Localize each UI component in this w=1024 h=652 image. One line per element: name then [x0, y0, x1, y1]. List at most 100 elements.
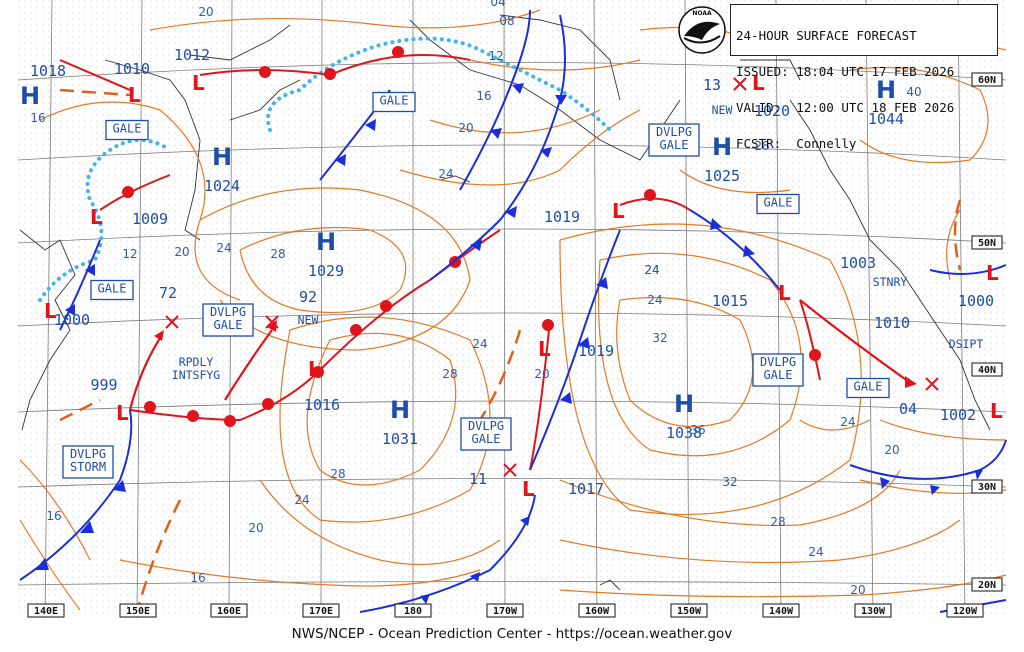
high-symbol: H — [316, 228, 336, 256]
isobar-value: 20 — [850, 583, 865, 597]
longitude-label: 160W — [578, 603, 616, 618]
cold-front-barbs — [35, 83, 983, 604]
isobar-value: 16 — [46, 509, 61, 523]
longitude-label-text: 150E — [126, 606, 150, 617]
longitude-label: 140E — [27, 603, 65, 618]
text-note: NEW — [298, 313, 319, 327]
label-box — [752, 353, 804, 387]
svg-text:L: L — [612, 199, 625, 223]
credit-line: NWS/NCEP - Ocean Prediction Center - htt… — [291, 626, 733, 642]
longitude-label: 170E — [302, 603, 340, 618]
boxed-label-text: GALE — [854, 380, 883, 394]
latitude-label-text: 60N — [978, 75, 996, 86]
svg-text:L: L — [192, 71, 205, 95]
label-box — [846, 377, 890, 399]
isobar-value: 24 — [840, 415, 855, 429]
latitude-label: 30N — [971, 479, 1003, 494]
pressure-label: 1017 — [568, 480, 604, 498]
longitude-label: 150W — [670, 603, 708, 618]
isobar-value: 24 — [647, 293, 662, 307]
boxed-label: GALE — [846, 377, 890, 399]
boxed-label-text: GALE — [113, 122, 142, 136]
pressure-label: 92 — [299, 288, 317, 306]
label-box — [202, 303, 254, 337]
isobar-value: 16 — [190, 571, 205, 585]
pressure-label: 999 — [90, 376, 117, 394]
cross-markers — [165, 77, 939, 477]
pressure-label: 1002 — [940, 406, 976, 424]
svg-text:L: L — [538, 337, 551, 361]
isobar-value: 04 — [490, 0, 505, 9]
high-pressure: 1038 — [666, 424, 702, 442]
storm-tracks — [128, 299, 913, 411]
text-note: NEW — [712, 103, 733, 117]
high-pressure: 1029 — [308, 262, 344, 280]
isobar-value-labels: 20 08 04 12 16 16 20 24 24 28 28 24 24 28 32 36 32 28 24 20… — [30, 0, 921, 597]
label-box — [648, 123, 700, 157]
pressure-label: 1016 — [304, 396, 340, 414]
longitude-label: 130W — [854, 603, 892, 618]
boxed-annotations: GALE GALE GALE GALE GALE DVLPG GALE DVLPG STORM D… — [62, 91, 890, 479]
pressure-labels: 1010 1012 1009 1000 999 1016 1019 1019 1017 1015 1… — [54, 46, 994, 498]
boxed-label: DVLPG GALE — [648, 123, 700, 157]
isobar-value: 20 — [534, 367, 549, 381]
coastlines — [19, 14, 991, 591]
longitude-label-text: 160W — [585, 606, 610, 617]
boxed-label: DVLPG STORM — [62, 445, 114, 479]
high-symbol: H — [674, 390, 694, 418]
high-center: H 1018 — [20, 62, 66, 110]
noaa-bird-icon — [684, 21, 720, 40]
isobar-value: 24 — [472, 337, 487, 351]
pressure-label: 1019 — [578, 342, 614, 360]
pressure-label: 1019 — [544, 208, 580, 226]
isobar-value: 28 — [330, 467, 345, 481]
header-issued: ISSUED: 18:04 UTC 17 FEB 2026 — [736, 64, 955, 79]
header-title: 24-HOUR SURFACE FORECAST — [736, 28, 917, 43]
forecast-header: 24-HOUR SURFACE FORECAST ISSUED: 18:04 U… — [730, 4, 998, 150]
text-notes: RPDLY INTSFYG NEW NEW STNRY DSIPT — [172, 103, 984, 382]
noaa-logo: NOAA — [678, 6, 726, 54]
svg-text:L: L — [990, 399, 1003, 423]
header-forecaster: FCSTR: Connelly — [736, 136, 857, 151]
boxed-label-text: GALE — [98, 282, 127, 296]
isobar-value: 32 — [652, 331, 667, 345]
label-box — [105, 119, 149, 141]
svg-text:L: L — [522, 477, 535, 501]
isobar-value: 16 — [476, 89, 491, 103]
pressure-label: 11 — [469, 470, 487, 488]
high-pressure: 1024 — [204, 177, 240, 195]
isobar-value: 20 — [174, 245, 189, 259]
boxed-label-text: DVLPG GALE — [468, 419, 504, 446]
isobar-value: 28 — [754, 139, 769, 153]
map-dot-background — [18, 0, 1006, 618]
boxed-label: DVLPG GALE — [752, 353, 804, 387]
high-pressure: 1018 — [30, 62, 66, 80]
label-box — [90, 279, 134, 301]
pressure-label: 1010 — [114, 60, 150, 78]
pressure-label: 1009 — [132, 210, 168, 228]
isobar-value: 24 — [216, 241, 231, 255]
isobar-value: 20 — [248, 521, 263, 535]
high-symbol: H — [390, 396, 410, 424]
text-note: RPDLY INTSFYG — [172, 355, 221, 382]
longitude-label-text: 160E — [217, 606, 241, 617]
svg-text:L: L — [116, 401, 129, 425]
latitude-label-text: 50N — [978, 238, 996, 249]
boxed-label: DVLPG GALE — [202, 303, 254, 337]
low-markers: L L L L L L L L L L L L L — [44, 71, 1003, 501]
isobar-value: 28 — [770, 515, 785, 529]
axis-labels: 140E 150E 160E 170E 180 170W 160W 150W 140W 130W 1… — [27, 72, 1003, 618]
high-symbol: H — [712, 133, 732, 161]
isobar-value: 40 — [906, 85, 921, 99]
isobar-value: 20 — [458, 121, 473, 135]
isobars — [19, 9, 1007, 611]
longitude-label-text: 150W — [677, 606, 702, 617]
isobar-value: 08 — [499, 14, 514, 28]
storm-track-arrowheads — [154, 320, 917, 388]
high-center: H 1038 — [666, 390, 702, 442]
isobar-value: 24 — [808, 545, 823, 559]
longitude-label-text: 130W — [861, 606, 886, 617]
high-center: H 1044 — [868, 76, 904, 128]
high-center: H 1025 — [704, 133, 740, 185]
isobar-value: 32 — [722, 475, 737, 489]
